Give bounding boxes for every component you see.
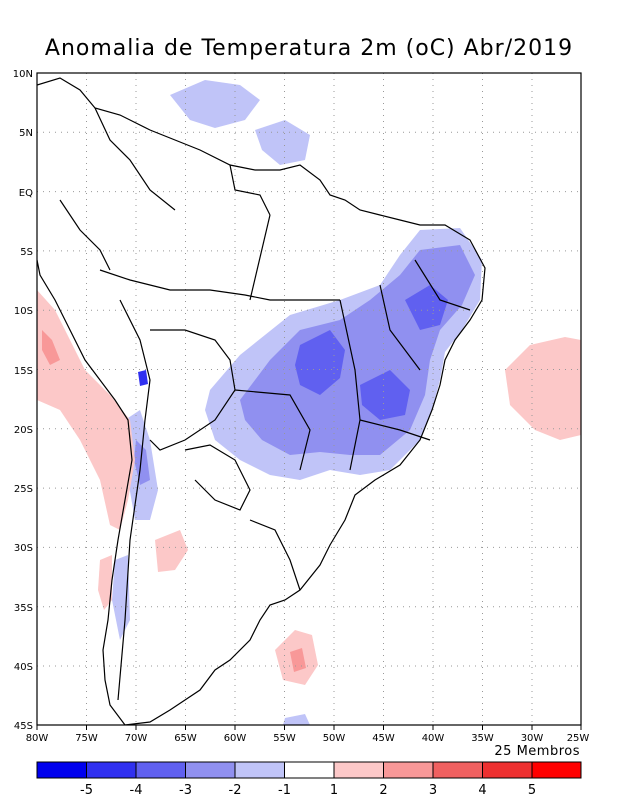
colorbar-label: 3 xyxy=(429,783,437,798)
colorbar-label: -5 xyxy=(80,783,93,798)
colorbar-swatch xyxy=(36,761,87,779)
lon-tick-label: 40W xyxy=(422,733,445,744)
brazil-states-1 xyxy=(249,214,271,301)
cold-anomaly-andes-core xyxy=(134,440,150,485)
map-frame xyxy=(36,72,582,726)
colorbar-swatch xyxy=(185,761,236,779)
south-america-coast xyxy=(37,77,486,725)
lat-tick-label: 40S xyxy=(14,662,33,673)
map-title: Anomalia de Temperatura 2m (oC) Abr/2019 xyxy=(44,36,574,61)
colorbar-label: 1 xyxy=(330,783,338,798)
cold-anomaly-titicaca xyxy=(138,370,148,386)
colorbar-label: -2 xyxy=(229,783,242,798)
lon-tick-label: 70W xyxy=(125,733,148,744)
lon-tick-label: 80W xyxy=(26,733,49,744)
graticule xyxy=(37,73,581,725)
argentina-uruguay-border xyxy=(249,519,301,591)
lon-tick-label: 50W xyxy=(323,733,346,744)
lat-tick-label: 20S xyxy=(14,425,33,436)
lon-tick-label: 35W xyxy=(471,733,494,744)
cold-anomaly-core-east xyxy=(360,370,410,420)
lon-tick-label: 25W xyxy=(567,733,590,744)
anomaly-fills xyxy=(37,80,581,725)
colorbar-label: 4 xyxy=(478,783,486,798)
cold-anomaly-north-2 xyxy=(255,120,310,165)
colorbar-swatch xyxy=(432,761,483,779)
axis-ticks xyxy=(36,725,582,730)
colorbar-swatch xyxy=(383,761,434,779)
lon-tick-label: 45W xyxy=(372,733,395,744)
colorbar-swatch xyxy=(234,761,285,779)
colorbar-label: -1 xyxy=(278,783,291,798)
peru-ecuador xyxy=(59,199,111,271)
guianas xyxy=(229,164,271,216)
lon-tick-label: 65W xyxy=(174,733,197,744)
warm-anomaly-pacific-south xyxy=(98,555,112,610)
lon-tick-label: 60W xyxy=(224,733,247,744)
colorbar-swatch xyxy=(86,761,137,779)
lat-tick-label: 25S xyxy=(14,484,33,495)
brazil-states-6 xyxy=(359,419,431,441)
colorbar-swatch xyxy=(482,761,533,779)
brazil-states-4 xyxy=(234,389,311,471)
lat-tick-label: 35S xyxy=(14,603,33,614)
lat-tick-label: 15S xyxy=(14,366,33,377)
colorbar-swatch xyxy=(531,761,582,779)
lon-tick-label: 75W xyxy=(75,733,98,744)
lon-tick-label: 55W xyxy=(273,733,296,744)
lon-tick-label: 30W xyxy=(521,733,544,744)
colorbar-swatch xyxy=(135,761,186,779)
colorbar xyxy=(36,761,582,779)
cold-anomaly-south xyxy=(112,555,130,640)
colorbar-label: 5 xyxy=(528,783,536,798)
cold-anomaly-north xyxy=(170,80,260,128)
lon-tick-labels: 80W 75W 70W 65W 60W 55W 50W 45W 40W 35W … xyxy=(26,733,590,744)
brazil-west-border xyxy=(99,269,340,301)
colorbar-swatch xyxy=(284,761,335,779)
colorbar-label: 2 xyxy=(379,783,387,798)
warm-anomaly-pacific-core xyxy=(42,330,60,365)
colorbar-swatch xyxy=(333,761,384,779)
coastlines xyxy=(37,77,486,725)
cold-anomaly-core-central xyxy=(295,330,345,395)
colombia-venezuela xyxy=(94,107,176,211)
lat-tick-label: 30S xyxy=(14,543,33,554)
warm-anomaly-chile-south xyxy=(155,530,188,572)
colorbar-label: -3 xyxy=(179,783,192,798)
lat-tick-label: 45S xyxy=(14,721,33,732)
lat-tick-labels: 10N 5N EQ 5S 10S 15S 20S 25S 30S 35S 40S… xyxy=(13,69,33,732)
lat-tick-label: 5S xyxy=(20,247,33,258)
members-label: 25 Membros xyxy=(494,744,580,759)
andes-border xyxy=(117,299,151,701)
lat-tick-label: 5N xyxy=(19,128,33,139)
brazil-states-2 xyxy=(339,299,361,471)
lat-tick-label: 10N xyxy=(13,69,33,80)
colorbar-label: -4 xyxy=(130,783,143,798)
brazil-states-5 xyxy=(414,259,471,311)
lat-tick-label: EQ xyxy=(19,188,33,199)
brazil-states-3 xyxy=(379,284,421,371)
lat-tick-label: 10S xyxy=(14,306,33,317)
warm-anomaly-atlantic xyxy=(505,337,581,440)
paraguay-border xyxy=(184,444,251,511)
cold-anomaly-south-2 xyxy=(283,714,310,725)
colorbar-labels: -5 -4 -3 -2 -1 1 2 3 4 5 xyxy=(80,783,536,798)
